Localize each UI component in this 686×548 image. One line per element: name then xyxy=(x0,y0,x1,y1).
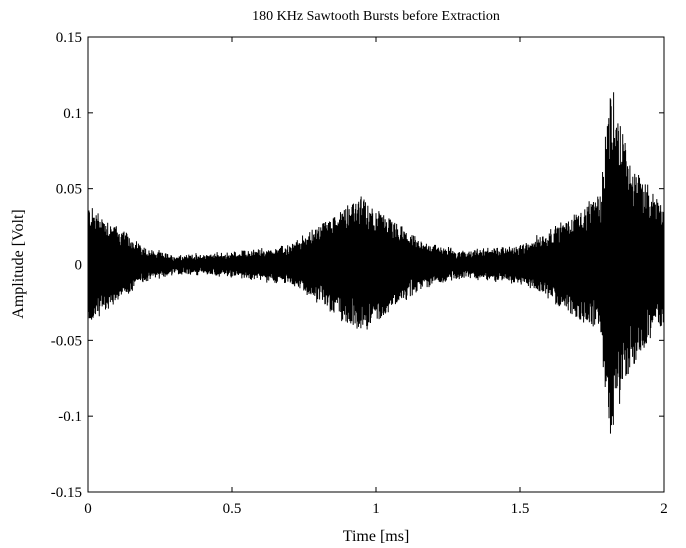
x-axis-label: Time [ms] xyxy=(343,528,410,545)
y-tick-label: 0.15 xyxy=(56,30,82,46)
x-tick-label: 0.5 xyxy=(223,501,242,517)
waveform-line xyxy=(87,92,665,434)
y-tick-label: 0.05 xyxy=(56,182,82,198)
x-tick-label: 0 xyxy=(84,501,92,517)
y-axis-label: Amplitude [Volt] xyxy=(10,209,27,318)
y-tick-label: -0.1 xyxy=(58,409,82,425)
y-tick-label: -0.05 xyxy=(51,333,82,349)
y-tick-label: 0.1 xyxy=(63,106,82,122)
x-tick-label: 2 xyxy=(660,501,668,517)
axis-ticks: 0 0.5 1 1.5 2 0.15 0.1 0.05 0 -0.05 -0.1 -0.15 xyxy=(51,30,668,517)
y-tick-label: 0 xyxy=(75,258,83,274)
waveform-series xyxy=(87,92,665,434)
y-tick-label: -0.15 xyxy=(51,485,82,501)
x-tick-label: 1 xyxy=(372,501,380,517)
chart-title: 180 KHz Sawtooth Bursts before Extractio… xyxy=(252,9,500,24)
x-tick-label: 1.5 xyxy=(511,501,530,517)
